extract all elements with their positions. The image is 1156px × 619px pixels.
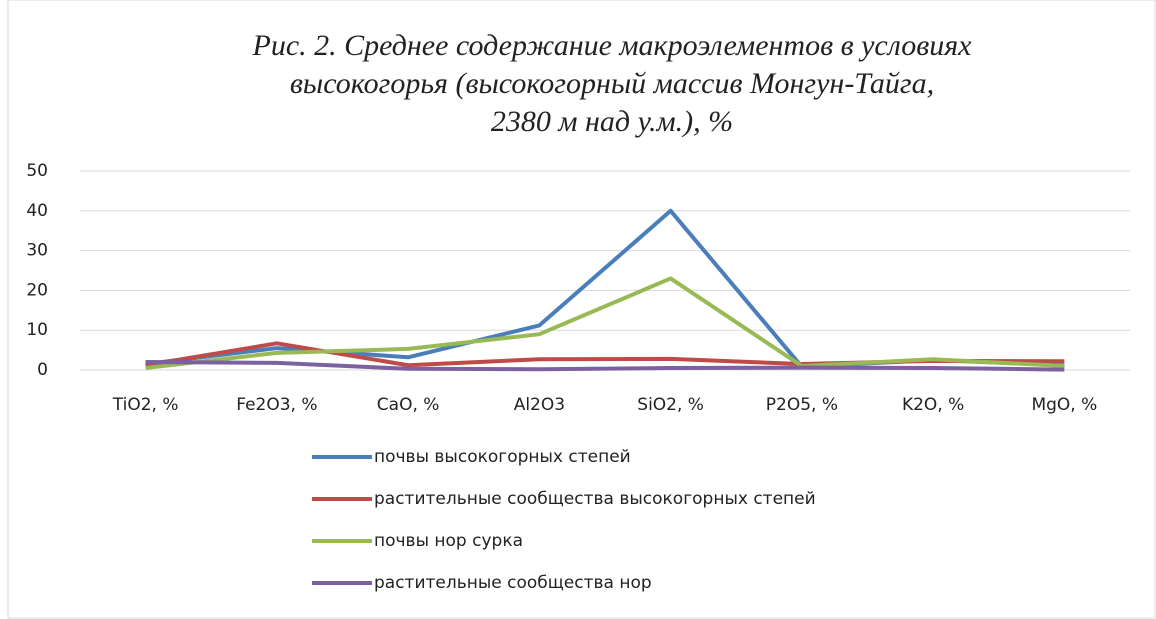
x-tick-label: Al2O3 xyxy=(514,395,565,415)
y-tick-label: 0 xyxy=(37,360,48,380)
y-tick-label: 10 xyxy=(26,320,48,340)
legend-label: растительные сообщества нор xyxy=(374,573,652,593)
series-line xyxy=(145,360,1065,372)
series-line xyxy=(145,276,1065,370)
x-tick-label: P2O5, % xyxy=(766,395,838,415)
legend-label: почвы нор сурка xyxy=(374,531,523,551)
x-tick-label: Fe2O3, % xyxy=(236,395,317,415)
y-tick-label: 40 xyxy=(26,201,48,221)
chart-frame xyxy=(7,0,1156,619)
legend-label: растительные сообщества высокогорных сте… xyxy=(374,489,816,509)
y-tick-label: 20 xyxy=(26,280,48,300)
x-tick-label: SiO2, % xyxy=(637,395,704,415)
legend-label: почвы высокогорных степей xyxy=(374,447,631,467)
x-tick-label: CaO, % xyxy=(377,395,440,415)
chart-title: Рис. 2. Среднее содержание макроэлементо… xyxy=(252,29,973,62)
chart-title: высокогорья (высокогорный массив Монгун-… xyxy=(290,67,934,100)
chart-title: 2380 м над у.м.), % xyxy=(491,105,733,138)
x-tick-label: TiO2, % xyxy=(112,395,179,415)
x-tick-label: MgO, % xyxy=(1031,395,1097,415)
x-tick-label: K2O, % xyxy=(902,395,964,415)
y-tick-label: 30 xyxy=(26,241,48,261)
y-tick-label: 50 xyxy=(26,161,48,181)
